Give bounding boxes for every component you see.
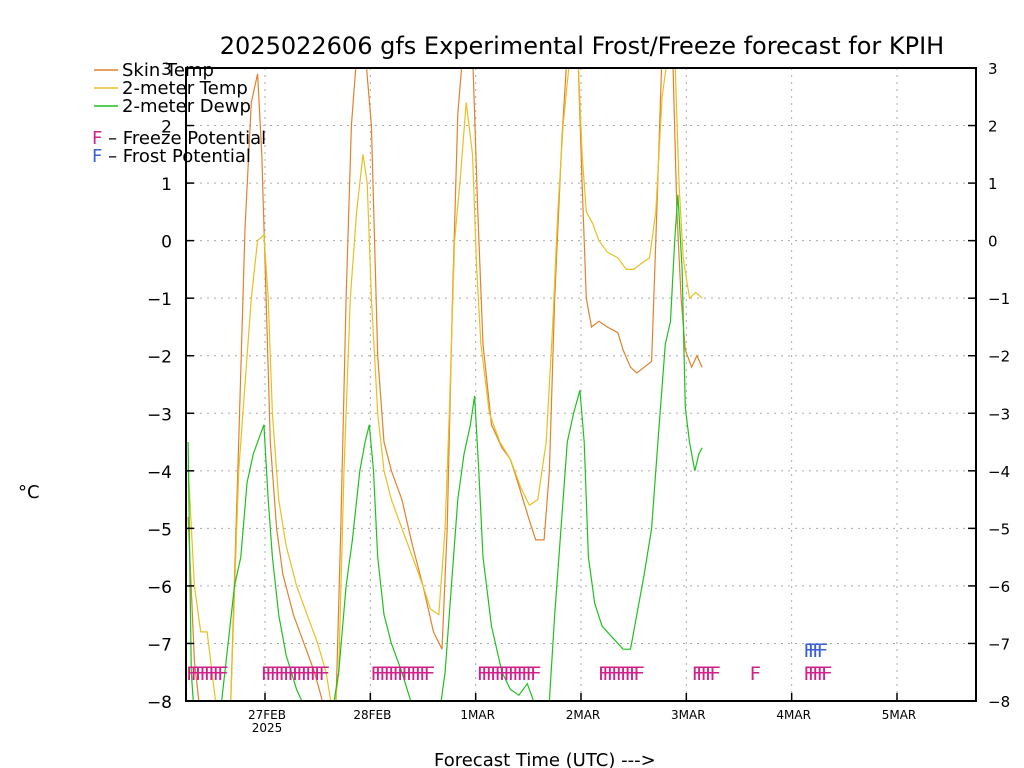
y-tick-label-right: 1 xyxy=(988,175,998,193)
series-skin-temp xyxy=(187,68,703,701)
y-tick-label: 1 xyxy=(161,175,172,195)
y-tick-label-right: −4 xyxy=(988,463,1010,481)
freeze-marker-run: FFFFFFFFF xyxy=(598,663,645,685)
x-tick-label: 2MAR xyxy=(566,708,601,722)
y-tick-label-right: −7 xyxy=(988,635,1010,653)
series-2-meter-temp xyxy=(187,68,703,701)
x-axis-label: Forecast Time (UTC) ---> xyxy=(434,750,656,768)
y-tick-label: −3 xyxy=(147,405,172,425)
potential-legend-label: – Frost Potential xyxy=(102,146,251,167)
chart-title: 2025022606 gfs Experimental Frost/Freeze… xyxy=(220,32,944,60)
y-tick-label: −2 xyxy=(147,348,172,368)
potential-legend-marker: F xyxy=(92,146,102,167)
y-tick-label-right: −8 xyxy=(988,693,1010,711)
y-tick-label: −1 xyxy=(147,290,172,310)
legend-label: Skin Temp xyxy=(122,60,214,81)
potential-legend-label: – Freeze Potential xyxy=(102,128,266,149)
y-tick-label-right: 0 xyxy=(988,233,998,251)
x-tick-label: 3MAR xyxy=(671,708,706,722)
x-tick-sublabel: 2025 xyxy=(252,721,283,735)
y-tick-label-right: −6 xyxy=(988,578,1010,596)
freeze-marker-run: FFFFFFFFFFFFF xyxy=(370,663,434,685)
y-tick-label: −8 xyxy=(147,693,172,713)
freeze-marker-run: FFFFFFFFFFFFFF xyxy=(261,663,330,685)
series-2-meter-dewp xyxy=(187,194,703,701)
x-tick-label: 5MAR xyxy=(882,708,917,722)
y-axis-label: °C xyxy=(18,482,40,503)
potential-legend-marker: F xyxy=(92,128,102,149)
y-tick-label: 2 xyxy=(161,118,172,138)
y-tick-label-right: −1 xyxy=(988,290,1010,308)
y-tick-label: 3 xyxy=(161,60,172,80)
x-tick-label: 4MAR xyxy=(776,708,811,722)
y-tick-label: 0 xyxy=(161,233,172,253)
y-tick-label: −4 xyxy=(147,463,172,483)
y-tick-label: −6 xyxy=(147,578,172,598)
potential-legend-item: F – Frost Potential xyxy=(92,146,251,167)
y-tick-label-right: 3 xyxy=(988,60,998,78)
x-tick-label: 1MAR xyxy=(460,708,495,722)
axis-ticks: −8 −8 −7 −7 −6 −6 −5 −5 −4 −4 −3 −3 −2 −2 −1 −1 0 0 1 1 2 2 3 3… xyxy=(147,60,1010,735)
series-layer xyxy=(187,68,703,701)
y-tick-label: −7 xyxy=(147,635,172,655)
x-tick-label: 27FEB xyxy=(248,708,286,722)
legend-label: 2-meter Dewp xyxy=(122,96,251,117)
y-tick-label-right: −3 xyxy=(988,405,1010,423)
y-tick-label-right: −2 xyxy=(988,348,1010,366)
grid-lines xyxy=(186,68,976,701)
legend-label: 2-meter Temp xyxy=(122,78,248,99)
y-tick-label-right: 2 xyxy=(988,118,998,136)
y-tick-label: −5 xyxy=(147,520,172,540)
freeze-marker-run: FFFFFFFFFFFFF xyxy=(477,663,541,685)
potential-legend-item: F – Freeze Potential xyxy=(92,128,266,149)
x-tick-label: 28FEB xyxy=(353,708,391,722)
y-tick-label-right: −5 xyxy=(988,520,1010,538)
